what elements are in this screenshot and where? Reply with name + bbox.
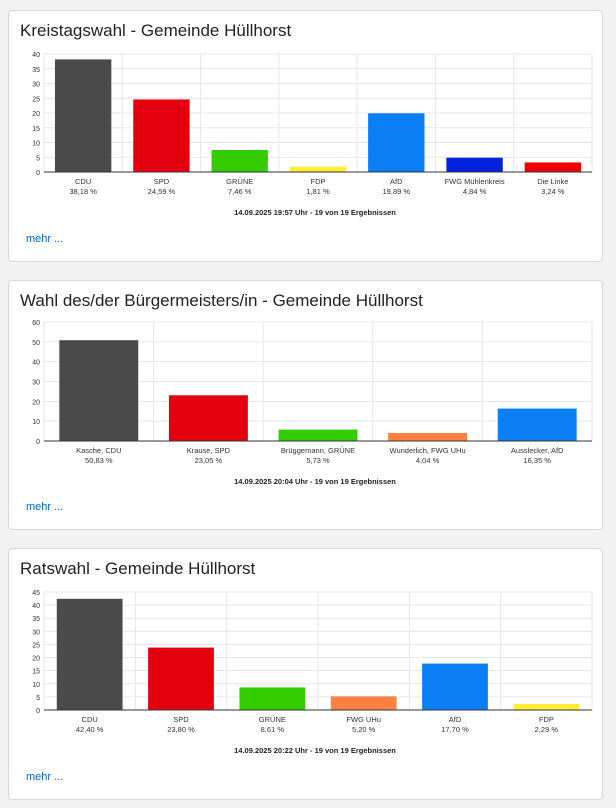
y-tick-label: 35 — [32, 616, 40, 623]
value-label: 19,89 % — [383, 187, 411, 196]
mehr-link[interactable]: mehr ... — [26, 233, 64, 245]
bar — [59, 340, 139, 441]
y-tick-label: 30 — [32, 380, 40, 387]
y-tick-label: 10 — [32, 682, 40, 689]
value-label: 23,80 % — [167, 725, 195, 734]
value-label: 17,70 % — [441, 725, 469, 734]
y-tick-label: 50 — [32, 340, 40, 347]
category-label: AfD — [390, 177, 403, 186]
value-label: 5,20 % — [352, 725, 376, 734]
bar — [54, 59, 112, 172]
y-tick-label: 40 — [32, 360, 40, 367]
value-label: 23,05 % — [195, 456, 223, 465]
y-tick-label: 0 — [36, 439, 40, 446]
bar — [56, 598, 123, 710]
value-label: 16,35 % — [523, 456, 551, 465]
value-label: 5,73 % — [306, 456, 330, 465]
bar — [148, 647, 214, 710]
y-tick-label: 10 — [32, 141, 40, 148]
card-title: Wahl des/der Bürgermeisters/in - Gemeind… — [20, 291, 423, 310]
bar — [289, 166, 347, 172]
value-label: 8,61 % — [261, 725, 285, 734]
category-label: Brüggemann, GRÜNE — [281, 446, 355, 455]
bar — [239, 687, 306, 710]
value-label: 38,18 % — [69, 187, 97, 196]
bar — [422, 663, 488, 710]
bar — [330, 696, 397, 710]
category-label: Kasche, CDU — [76, 446, 121, 455]
bar — [211, 149, 268, 172]
y-tick-label: 25 — [32, 642, 40, 649]
category-label: FDP — [539, 715, 554, 724]
y-tick-label: 45 — [32, 590, 40, 597]
buergermeisterwahl-card: Wahl des/der Bürgermeisters/in - Gemeind… — [8, 280, 603, 530]
bar — [497, 408, 577, 441]
value-label: 3,24 % — [541, 187, 565, 196]
y-tick-label: 30 — [32, 82, 40, 89]
category-label: GRÜNE — [259, 715, 286, 724]
mehr-link[interactable]: mehr ... — [26, 501, 64, 513]
category-label: CDU — [75, 177, 91, 186]
bar — [368, 113, 425, 172]
y-tick-label: 10 — [32, 419, 40, 426]
chart-footnote: 14.09.2025 20:04 Uhr - 19 von 19 Ergebni… — [234, 477, 396, 486]
ratswahl-card: Ratswahl - Gemeinde Hüllhorst 0 5 10 15 20 25… — [8, 548, 603, 800]
value-label: 42,40 % — [76, 725, 104, 734]
category-label: SPD — [154, 177, 170, 186]
bar — [524, 162, 582, 172]
y-tick-label: 35 — [32, 67, 40, 74]
category-label: SPD — [173, 715, 189, 724]
chart-footnote: 14.09.2025 20:22 Uhr - 19 von 19 Ergebni… — [234, 746, 396, 755]
y-tick-label: 15 — [32, 126, 40, 133]
y-tick-label: 60 — [32, 320, 40, 327]
y-tick-label: 20 — [32, 656, 40, 663]
value-label: 1,81 % — [306, 187, 330, 196]
y-tick-label: 15 — [32, 669, 40, 676]
category-label: Krause, SPD — [187, 446, 231, 455]
category-label: AfD — [449, 715, 462, 724]
kreistagswahl-card: Kreistagswahl - Gemeinde Hüllhorst 0 5 10 1… — [8, 10, 603, 262]
bar — [168, 395, 248, 441]
value-label: 50,83 % — [85, 456, 113, 465]
y-tick-label: 5 — [36, 155, 40, 162]
y-tick-label: 30 — [32, 629, 40, 636]
category-label: Die Linke — [537, 177, 568, 186]
y-tick-label: 25 — [32, 96, 40, 103]
bar — [446, 157, 503, 172]
bar — [388, 432, 468, 441]
mehr-link[interactable]: mehr ... — [26, 771, 64, 783]
bar — [513, 703, 580, 710]
value-label: 24,59 % — [148, 187, 176, 196]
category-label: CDU — [82, 715, 98, 724]
y-tick-label: 0 — [36, 708, 40, 715]
value-label: 4,84 % — [463, 187, 487, 196]
card-title: Kreistagswahl - Gemeinde Hüllhorst — [20, 21, 292, 40]
y-tick-label: 20 — [32, 399, 40, 406]
category-label: FWG Mühlenkreis — [445, 177, 505, 186]
value-label: 7,46 % — [228, 187, 252, 196]
y-tick-label: 5 — [36, 695, 40, 702]
y-tick-label: 40 — [32, 603, 40, 610]
category-label: FDP — [311, 177, 326, 186]
category-label: GRÜNE — [226, 177, 253, 186]
value-label: 2,29 % — [535, 725, 559, 734]
value-label: 4,04 % — [416, 456, 440, 465]
category-label: FWG UHu — [346, 715, 381, 724]
chart-footnote: 14.09.2025 19:57 Uhr - 19 von 19 Ergebni… — [234, 208, 396, 217]
y-tick-label: 40 — [32, 52, 40, 59]
category-label: Wunderlich, FWG UHu — [390, 446, 466, 455]
bar — [133, 99, 190, 172]
y-tick-label: 20 — [32, 111, 40, 118]
card-title: Ratswahl - Gemeinde Hüllhorst — [20, 559, 256, 578]
y-tick-label: 0 — [36, 170, 40, 177]
bar — [278, 429, 358, 441]
category-label: Ausslecker, AfD — [511, 446, 564, 455]
